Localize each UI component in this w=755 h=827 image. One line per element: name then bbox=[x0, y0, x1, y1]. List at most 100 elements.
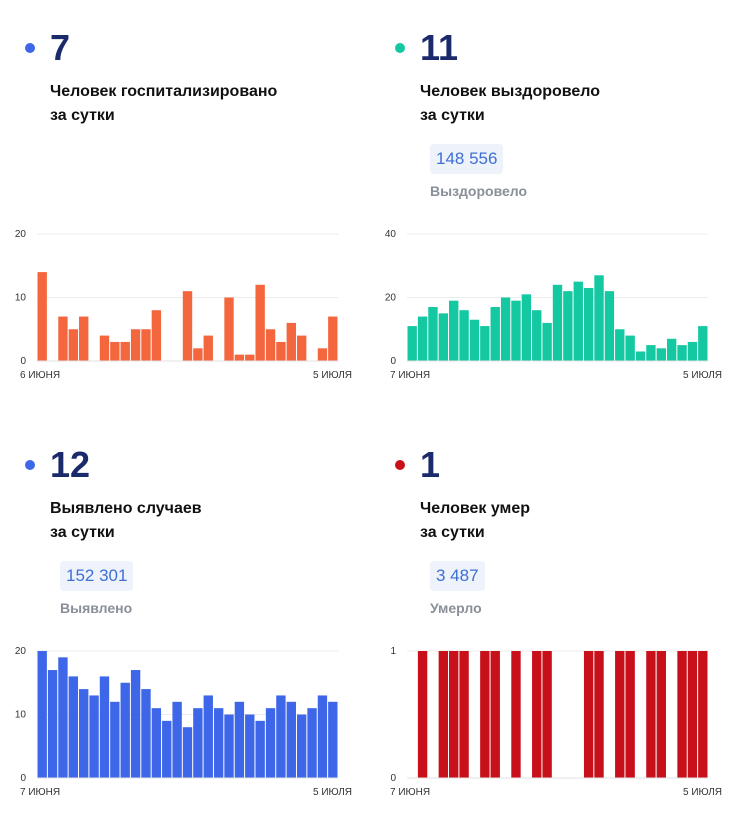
label-line2: за сутки bbox=[50, 524, 115, 541]
bar bbox=[328, 701, 338, 778]
bar bbox=[265, 329, 276, 361]
bar bbox=[99, 676, 110, 778]
bar bbox=[438, 313, 449, 361]
x-tick-label-start: 7 ИЮНЯ bbox=[20, 787, 60, 798]
total-badge: 3 487 bbox=[430, 561, 485, 591]
x-tick-label-start: 6 ИЮНЯ bbox=[20, 370, 60, 381]
total-label: Выявлено bbox=[60, 600, 133, 616]
bar bbox=[245, 714, 255, 778]
y-tick-label: 1 bbox=[390, 646, 396, 657]
bar bbox=[245, 354, 255, 361]
panel-hospitalized: 7 Человек госпитализировано за сутки 0 10… bbox=[0, 0, 370, 400]
bar bbox=[563, 291, 573, 361]
bar bbox=[646, 651, 656, 778]
bar bbox=[110, 341, 120, 361]
bar bbox=[130, 670, 141, 778]
bar bbox=[532, 651, 542, 778]
bar bbox=[500, 297, 511, 361]
bar bbox=[224, 297, 234, 361]
bar bbox=[276, 341, 286, 361]
bar bbox=[89, 695, 99, 778]
bar bbox=[407, 326, 417, 361]
x-tick-label-end: 5 ИЮЛЯ bbox=[313, 370, 352, 381]
bar bbox=[542, 322, 552, 361]
bar bbox=[47, 670, 58, 778]
bar bbox=[141, 689, 151, 778]
dot-icon bbox=[395, 460, 405, 470]
bar bbox=[687, 341, 698, 361]
bar bbox=[635, 351, 646, 361]
bar bbox=[594, 651, 604, 778]
bar bbox=[480, 651, 490, 778]
bar bbox=[604, 291, 615, 361]
y-tick-label: 0 bbox=[390, 773, 396, 784]
bar bbox=[234, 354, 245, 361]
bar bbox=[68, 676, 79, 778]
bar bbox=[255, 284, 265, 361]
bar bbox=[511, 300, 521, 361]
bar bbox=[677, 651, 687, 778]
y-tick-label: 20 bbox=[385, 293, 397, 304]
bar bbox=[193, 348, 203, 361]
y-tick-label: 20 bbox=[15, 646, 27, 657]
bar bbox=[307, 708, 317, 778]
daily-value: 12 bbox=[50, 444, 91, 485]
bar bbox=[276, 695, 286, 778]
bar bbox=[521, 294, 532, 361]
bar bbox=[615, 651, 625, 778]
bar bbox=[255, 720, 265, 778]
bar bbox=[296, 335, 307, 361]
chart: 0 10 20 6 ИЮНЯ 5 ИЮЛЯ bbox=[15, 229, 352, 381]
bar bbox=[594, 275, 604, 361]
bar bbox=[317, 348, 328, 361]
bar bbox=[656, 651, 666, 778]
label-line2: за сутки bbox=[420, 524, 485, 541]
chart: 0 1 7 ИЮНЯ 5 ИЮЛЯ bbox=[390, 646, 722, 798]
bar bbox=[573, 281, 583, 361]
bar bbox=[296, 714, 307, 778]
label-line2: за сутки bbox=[420, 107, 485, 124]
daily-label: Выявлено случаев за сутки bbox=[50, 497, 202, 545]
daily-value: 11 bbox=[420, 27, 459, 68]
bar bbox=[162, 720, 172, 778]
bar bbox=[37, 272, 47, 361]
bar bbox=[511, 651, 521, 778]
bar bbox=[542, 651, 552, 778]
bar bbox=[687, 651, 698, 778]
panel-cases: 12 Выявлено случаев за сутки 152 301 Выя… bbox=[0, 417, 370, 817]
bar bbox=[698, 651, 708, 778]
bar bbox=[130, 329, 141, 361]
daily-value: 1 bbox=[420, 444, 441, 485]
bar bbox=[646, 345, 656, 361]
bar bbox=[317, 695, 328, 778]
bar bbox=[583, 651, 594, 778]
bar bbox=[459, 651, 469, 778]
chart: 0 20 40 7 ИЮНЯ 5 ИЮЛЯ bbox=[385, 229, 722, 381]
total-badge: 152 301 bbox=[60, 561, 134, 591]
label-line2: за сутки bbox=[50, 107, 115, 124]
bar bbox=[480, 326, 490, 361]
bar bbox=[110, 701, 120, 778]
x-tick-label-end: 5 ИЮЛЯ bbox=[313, 787, 352, 798]
bar bbox=[203, 335, 213, 361]
dot-icon bbox=[25, 460, 35, 470]
bar bbox=[182, 291, 193, 361]
bar bbox=[286, 322, 296, 361]
dot-icon bbox=[395, 43, 405, 53]
bar bbox=[428, 307, 438, 361]
bar bbox=[532, 310, 542, 361]
bar bbox=[120, 682, 130, 778]
bar bbox=[328, 316, 338, 361]
y-tick-label: 0 bbox=[20, 356, 26, 367]
bar bbox=[58, 316, 68, 361]
bar bbox=[449, 300, 459, 361]
y-tick-label: 0 bbox=[20, 773, 26, 784]
bar bbox=[234, 701, 245, 778]
bar bbox=[625, 335, 635, 361]
x-tick-label-end: 5 ИЮЛЯ bbox=[683, 787, 722, 798]
bar bbox=[490, 651, 500, 778]
bar bbox=[120, 341, 130, 361]
bar bbox=[203, 695, 213, 778]
bar bbox=[151, 310, 162, 361]
bar bbox=[615, 329, 625, 361]
